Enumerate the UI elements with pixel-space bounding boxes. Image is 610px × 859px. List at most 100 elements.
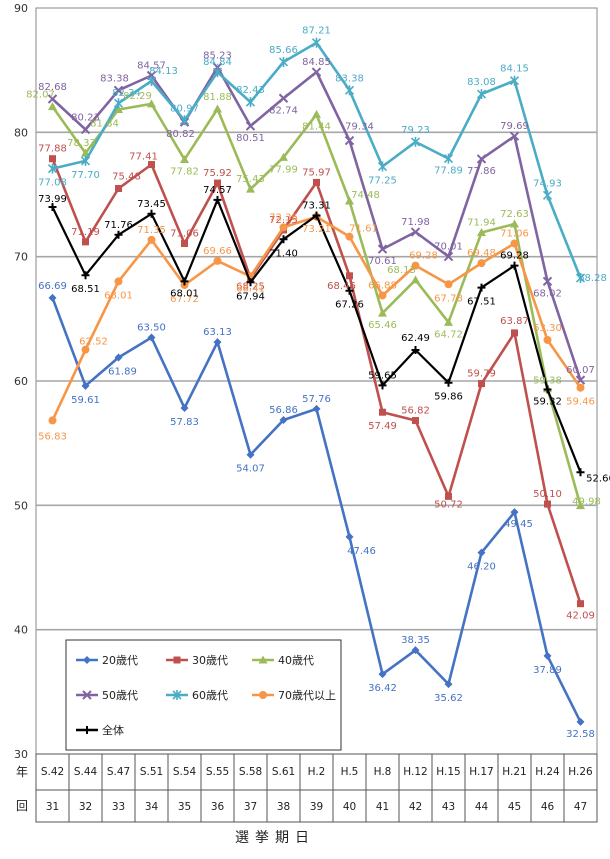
session-label: 35 xyxy=(178,801,191,813)
data-point-marker xyxy=(312,109,321,118)
data-label: 59.65 xyxy=(368,370,397,381)
data-label: 71.40 xyxy=(269,248,298,259)
data-point-marker xyxy=(313,178,320,186)
data-label: 87.21 xyxy=(302,26,331,37)
data-point-marker xyxy=(509,75,520,86)
legend-label: 70歳代以上 xyxy=(278,689,336,702)
data-point-marker xyxy=(115,185,122,193)
data-label: 66.69 xyxy=(38,281,67,292)
data-point-marker xyxy=(83,656,91,664)
data-label: 59.46 xyxy=(566,397,595,408)
legend-label: 30歳代 xyxy=(192,654,228,667)
legend-label: 50歳代 xyxy=(102,689,138,702)
data-label: 69.48 xyxy=(467,248,496,259)
data-point-marker xyxy=(148,161,155,169)
data-label: 73.31 xyxy=(302,201,331,212)
data-label: 59.79 xyxy=(467,369,496,380)
data-point-marker xyxy=(542,190,553,201)
data-label: 69.28 xyxy=(500,251,529,262)
data-point-marker xyxy=(81,381,90,390)
session-label: 44 xyxy=(475,801,489,813)
data-label: 81.84 xyxy=(90,118,119,129)
data-point-marker xyxy=(345,532,354,541)
data-label: 75.48 xyxy=(112,172,141,183)
data-point-marker xyxy=(444,280,453,289)
data-label: 79.69 xyxy=(500,121,529,132)
data-point-marker xyxy=(542,276,553,286)
data-point-marker xyxy=(311,67,322,77)
data-label: 36.42 xyxy=(368,683,397,694)
data-point-marker xyxy=(81,271,90,280)
x-tick-label: S.61 xyxy=(272,766,295,778)
data-point-marker xyxy=(577,600,584,608)
data-point-marker xyxy=(114,353,123,362)
data-point-marker xyxy=(181,239,188,247)
data-point-marker xyxy=(345,232,354,241)
x-tick-label: S.54 xyxy=(173,766,197,778)
y-tick-label: 40 xyxy=(14,624,28,637)
data-point-marker xyxy=(510,508,519,517)
data-label: 71.61 xyxy=(349,224,378,235)
data-label: 82.07 xyxy=(26,90,55,101)
data-label: 84.85 xyxy=(302,57,331,68)
x-tick-label: H.5 xyxy=(341,766,359,778)
data-point-marker xyxy=(173,656,181,664)
data-point-marker xyxy=(344,135,355,146)
data-label: 80.82 xyxy=(166,129,195,140)
data-label: 57.76 xyxy=(302,394,331,405)
data-label: 66.88 xyxy=(368,280,397,291)
data-label: 82.29 xyxy=(123,91,152,102)
data-point-marker xyxy=(113,98,124,109)
data-point-marker xyxy=(544,500,551,508)
data-label: 71.06 xyxy=(500,228,529,239)
data-label: 50.10 xyxy=(533,489,562,500)
data-point-marker xyxy=(576,717,585,726)
data-label: 71.76 xyxy=(104,220,133,231)
data-label: 59.61 xyxy=(71,395,100,406)
x-tick-label: H.17 xyxy=(469,766,493,778)
data-label: 68.46 xyxy=(327,281,356,292)
data-label: 82.34 xyxy=(112,88,141,99)
data-label: 35.62 xyxy=(434,693,463,704)
data-label: 82.43 xyxy=(236,85,265,96)
data-point-marker xyxy=(543,385,552,394)
data-point-marker xyxy=(410,227,421,237)
data-label: 72.63 xyxy=(500,209,529,220)
data-point-marker xyxy=(510,261,519,270)
data-point-marker xyxy=(477,259,486,268)
x-tick-label: H.12 xyxy=(403,766,427,778)
data-point-marker xyxy=(113,85,124,96)
x-tick-label: S.55 xyxy=(206,766,229,778)
x-tick-label: S.51 xyxy=(140,766,163,778)
data-label: 84.84 xyxy=(203,57,232,68)
data-point-marker xyxy=(180,154,189,163)
data-point-marker xyxy=(48,102,57,111)
data-label: 47.46 xyxy=(347,546,376,557)
x-axis-title: 選挙期日 xyxy=(235,830,315,846)
data-point-marker xyxy=(279,416,288,425)
data-label: 77.99 xyxy=(269,164,298,175)
data-label: 84.13 xyxy=(149,66,178,77)
data-point-marker xyxy=(180,403,189,412)
data-label: 83.38 xyxy=(335,73,364,84)
data-point-marker xyxy=(278,93,289,103)
data-label: 72.15 xyxy=(269,215,298,226)
legend-label: 60歳代 xyxy=(192,689,228,702)
data-label: 83.38 xyxy=(100,73,129,84)
data-point-marker xyxy=(114,277,123,286)
data-label: 71.19 xyxy=(71,227,100,238)
session-label: 45 xyxy=(508,801,521,813)
data-label: 68.25 xyxy=(236,281,265,292)
data-label: 68.01 xyxy=(170,288,199,299)
data-label: 75.92 xyxy=(203,168,232,179)
data-point-marker xyxy=(345,196,354,205)
data-point-marker xyxy=(445,492,452,500)
data-point-marker xyxy=(179,115,190,126)
data-label: 75.97 xyxy=(302,167,331,178)
y-axis: 30 40 50 60 70 80 90 xyxy=(14,2,28,761)
data-label: 54.07 xyxy=(236,464,265,475)
data-point-marker xyxy=(246,184,255,193)
data-point-marker xyxy=(245,121,256,131)
legend-box xyxy=(65,639,342,751)
